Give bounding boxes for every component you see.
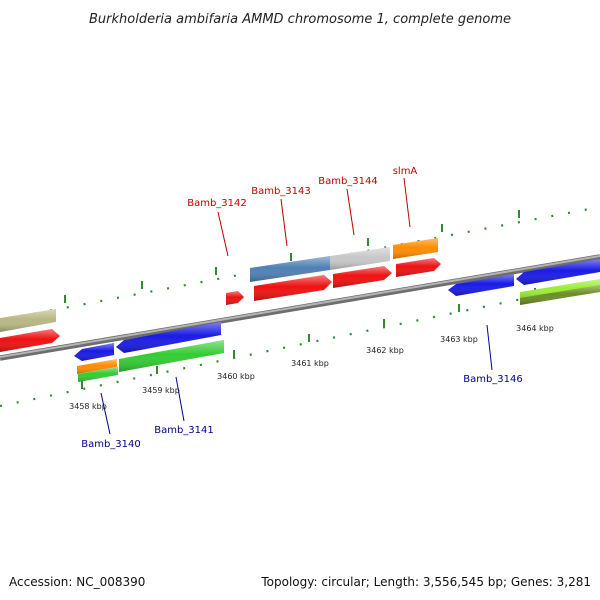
- reverse-genes: [74, 259, 600, 382]
- gene-feature-shade: [393, 238, 438, 259]
- map-title: Burkholderia ambifaria AMMD chromosome 1…: [89, 12, 511, 27]
- gene-feature-shade: [516, 259, 600, 285]
- lower-scale: [0, 281, 600, 408]
- gene-feature-shade: [74, 343, 114, 361]
- position-label: 3461 kbp: [291, 359, 329, 368]
- leader-line: [486, 324, 493, 371]
- lower-major-ticks: [81, 288, 536, 389]
- leader-line: [280, 198, 288, 247]
- gene-label-bamb-3141[interactable]: Bamb_3141: [154, 425, 214, 436]
- gene-feature-shade: [254, 275, 332, 301]
- gene-feature-shade: [250, 256, 330, 282]
- leader-line: [217, 211, 229, 257]
- lower-scale-dots: [0, 281, 600, 408]
- gene-feature-shade: [333, 266, 392, 288]
- gene-label-bamb-3142[interactable]: Bamb_3142: [187, 198, 247, 209]
- leader-line: [346, 188, 355, 236]
- gene-feature-shade: [520, 285, 600, 305]
- genome-summary-text: Topology: circular; Length: 3,556,545 bp…: [260, 575, 591, 589]
- gene-feature-shade: [116, 322, 221, 353]
- gene-label-slma[interactable]: slmA: [393, 166, 418, 177]
- accession-text: Accession: NC_008390: [9, 575, 145, 589]
- position-label: 3462 kbp: [366, 346, 404, 355]
- gene-feature-shade: [0, 309, 56, 332]
- gene-label-bamb-3140[interactable]: Bamb_3140: [81, 439, 141, 450]
- upper-major-ticks: [64, 210, 520, 303]
- position-label: 3459 kbp: [142, 386, 180, 395]
- gene-label-bamb-3143[interactable]: Bamb_3143: [251, 186, 311, 197]
- forward-gene-labels: Bamb_3142 Bamb_3143 Bamb_3144 slmA: [187, 166, 417, 209]
- gene-feature-shade: [0, 329, 60, 352]
- position-labels: 3458 kbp 3459 kbp 3460 kbp 3461 kbp 3462…: [69, 324, 554, 411]
- leader-line: [100, 392, 111, 435]
- position-label: 3464 kbp: [516, 324, 554, 333]
- position-label: 3460 kbp: [217, 372, 255, 381]
- gene-feature-shade: [226, 291, 244, 305]
- leader-line: [403, 177, 411, 228]
- gene-feature-shade: [330, 247, 390, 270]
- chromosome-backbone: [0, 254, 600, 361]
- forward-label-leaders: [217, 177, 411, 257]
- leader-line: [175, 376, 185, 422]
- reverse-gene-labels: Bamb_3140 Bamb_3141 Bamb_3146: [81, 374, 523, 450]
- reverse-label-leaders: [100, 324, 493, 435]
- gene-feature-shade: [448, 274, 514, 296]
- gene-feature-shade: [77, 359, 117, 374]
- gene-feature-shade: [78, 367, 118, 382]
- gene-label-bamb-3144[interactable]: Bamb_3144: [318, 176, 378, 187]
- gene-feature-shade: [396, 258, 441, 277]
- position-label: 3463 kbp: [440, 335, 478, 344]
- backbone-highlight: [0, 255, 600, 358]
- forward-genes: [0, 238, 441, 352]
- gene-label-bamb-3146[interactable]: Bamb_3146: [463, 374, 523, 385]
- position-label: 3458 kbp: [69, 402, 107, 411]
- gene-feature-shade: [119, 340, 224, 372]
